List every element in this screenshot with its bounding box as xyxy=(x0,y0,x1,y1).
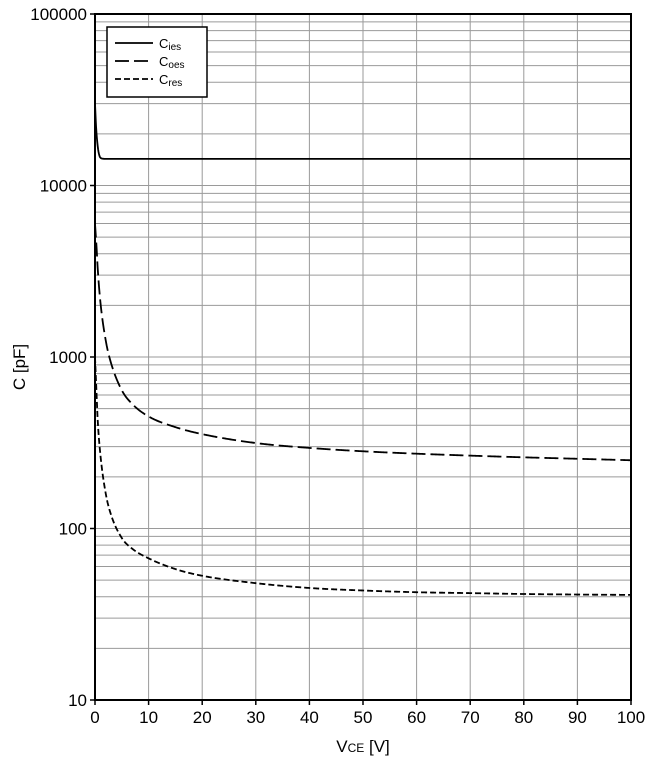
x-tick-label: 50 xyxy=(354,708,373,727)
x-tick-label: 70 xyxy=(461,708,480,727)
x-tick-label: 0 xyxy=(90,708,99,727)
legend-label-oes: Coes xyxy=(159,54,185,71)
series-line-ies xyxy=(94,103,631,160)
grid xyxy=(94,14,632,701)
x-axis-ticks: 0 10 20 30 40 50 60 70 80 90 100 xyxy=(90,700,645,727)
y-axis-ticks: 10 100 1000 10000 100000 xyxy=(30,5,95,710)
legend-label-ies: Cies xyxy=(159,36,181,53)
series-line-oes xyxy=(94,223,632,462)
x-tick-label: 40 xyxy=(300,708,319,727)
y-tick-label: 100 xyxy=(59,520,87,539)
series-line-res xyxy=(94,356,632,596)
x-tick-label: 20 xyxy=(193,708,212,727)
legend-label-res: Cres xyxy=(159,72,182,89)
y-tick-label: 100000 xyxy=(30,5,87,24)
x-tick-label: 100 xyxy=(617,708,645,727)
y-tick-label: 1000 xyxy=(49,348,87,367)
x-tick-label: 90 xyxy=(568,708,587,727)
y-axis-label: C [pF] xyxy=(10,344,29,390)
x-axis-label: VCE [V] xyxy=(336,737,390,756)
series-layer xyxy=(94,103,632,596)
x-axis-label-unit: [V] xyxy=(364,737,390,756)
x-tick-label: 30 xyxy=(246,708,265,727)
y-tick-label: 10000 xyxy=(40,177,87,196)
x-axis-label-main: V xyxy=(336,737,348,756)
x-tick-label: 10 xyxy=(139,708,158,727)
x-tick-label: 80 xyxy=(514,708,533,727)
x-tick-label: 60 xyxy=(407,708,426,727)
x-axis-label-subscript: CE xyxy=(348,741,365,755)
y-tick-label: 10 xyxy=(68,691,87,710)
legend-box xyxy=(106,26,208,98)
